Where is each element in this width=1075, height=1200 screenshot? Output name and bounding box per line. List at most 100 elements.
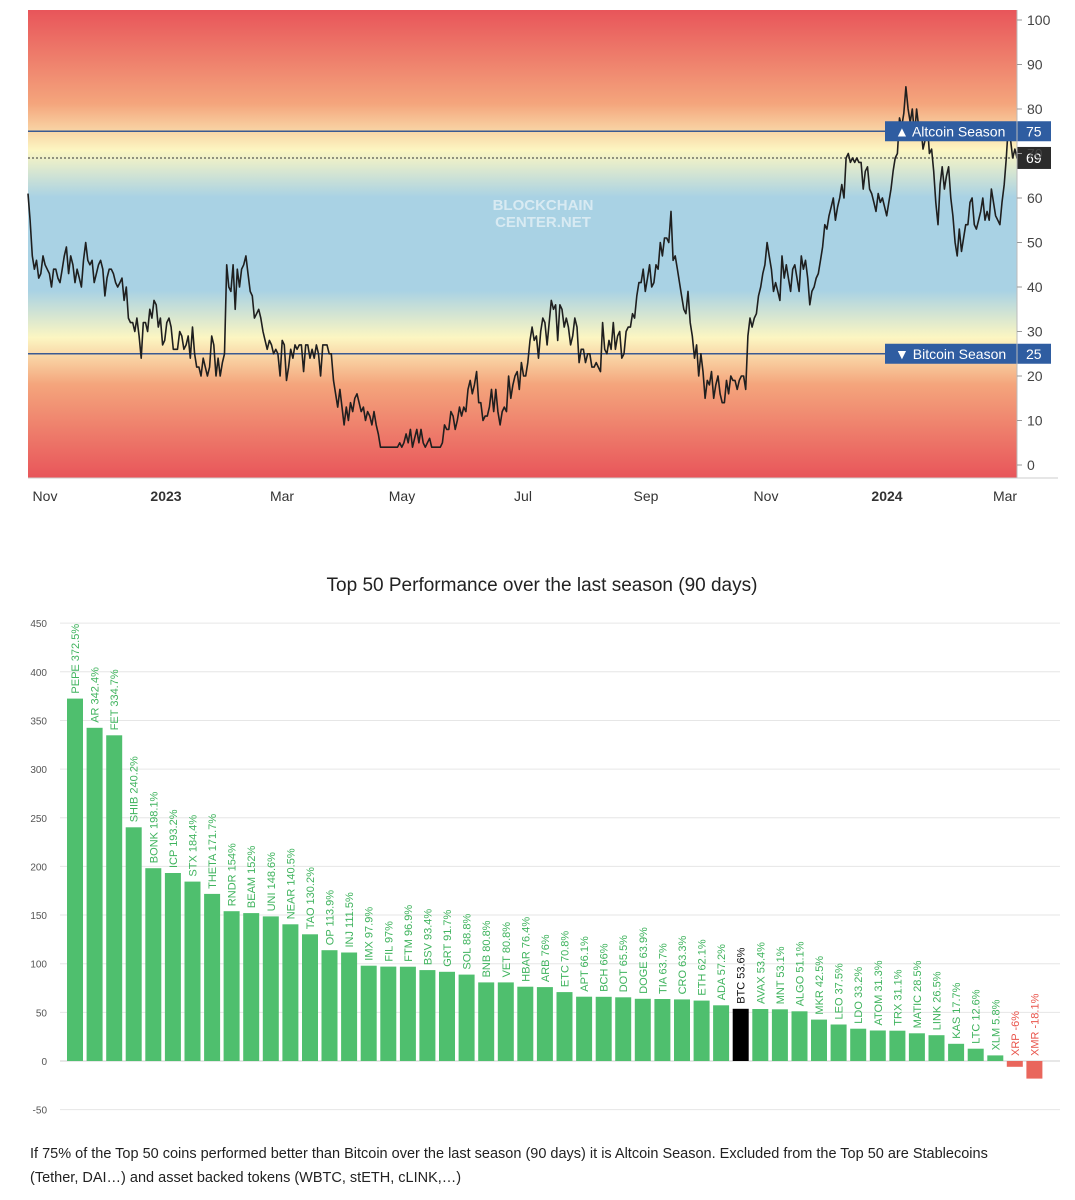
index-y-tick-label: 100 (1027, 12, 1051, 28)
index-x-tick-label: Mar (993, 488, 1017, 504)
performance-bar-label: FTM 96.9% (403, 905, 415, 962)
performance-bar-ada[interactable] (713, 1005, 730, 1061)
performance-bar-label: THETA 171.7% (207, 814, 219, 889)
performance-bar-eth[interactable] (693, 1000, 710, 1061)
performance-bar-leo[interactable] (830, 1024, 847, 1062)
performance-bar-ltc[interactable] (967, 1048, 984, 1061)
performance-bar-mnt[interactable] (771, 1009, 788, 1061)
performance-bar-label: TIA 63.7% (657, 943, 669, 994)
performance-bar-label: CRO 63.3% (677, 935, 689, 994)
performance-bar-label: XRP -6% (1010, 1011, 1022, 1056)
performance-bar-xmr[interactable] (1026, 1061, 1043, 1079)
index-y-tick-label: 10 (1027, 413, 1043, 429)
performance-bar-sol[interactable] (458, 974, 475, 1061)
performance-bar-label: AR 342.4% (90, 667, 102, 723)
performance-bar-label: FIL 97% (383, 921, 395, 962)
performance-bar-avax[interactable] (752, 1009, 769, 1061)
index-y-tick-label: 0 (1027, 457, 1035, 473)
index-x-axis: Nov 2023 Mar May Jul Sep Nov 2024 Mar (33, 488, 1018, 504)
performance-bar-bonk[interactable] (145, 868, 162, 1061)
performance-bar-cro[interactable] (674, 999, 690, 1061)
performance-bar-ftm[interactable] (399, 966, 416, 1061)
performance-bar-label: MATIC 28.5% (912, 960, 924, 1028)
performance-bar-stx[interactable] (184, 881, 201, 1061)
performance-bar-apt[interactable] (576, 996, 593, 1061)
performance-bar-ar[interactable] (86, 727, 103, 1061)
altcoin-season-badge: ▲ Altcoin Season 75 (885, 121, 1051, 142)
performance-bar-pepe[interactable] (67, 698, 83, 1061)
index-x-tick-label: May (389, 488, 415, 504)
bitcoin-season-value: 25 (1026, 346, 1042, 362)
performance-y-tick-label: 150 (30, 911, 47, 922)
index-y-tick-label: 40 (1027, 279, 1043, 295)
performance-bar-bnb[interactable] (478, 982, 495, 1061)
performance-bar-label: TRX 31.1% (892, 969, 904, 1025)
performance-bar-rndr[interactable] (223, 911, 240, 1061)
performance-bar-hbar[interactable] (517, 986, 534, 1061)
performance-bar-matic[interactable] (908, 1033, 925, 1061)
index-y-tick-label: 30 (1027, 324, 1043, 340)
performance-bar-btc[interactable] (732, 1008, 749, 1061)
performance-bar-icp[interactable] (164, 873, 181, 1061)
performance-bar-label: TAO 130.2% (305, 867, 317, 929)
performance-y-tick-label: -50 (33, 1106, 48, 1117)
index-y-tick-label: 70 (1027, 146, 1043, 162)
performance-bar-near[interactable] (282, 924, 299, 1061)
watermark-line-2: CENTER.NET (495, 214, 591, 231)
performance-bar-xrp[interactable] (1006, 1061, 1023, 1067)
performance-bar-etc[interactable] (556, 992, 573, 1061)
performance-bar-trx[interactable] (889, 1030, 906, 1061)
performance-bar-label: PEPE 372.5% (70, 624, 82, 694)
performance-bar-bsv[interactable] (419, 970, 436, 1061)
performance-bar-label: VET 80.8% (501, 922, 513, 978)
altcoin-season-index-chart: BLOCKCHAIN CENTER.NET ▲ Altcoin Season 7… (27, 10, 1058, 504)
performance-bar-dot[interactable] (615, 997, 632, 1061)
performance-bar-beam[interactable] (243, 913, 260, 1061)
performance-bar-label: DOT 65.5% (618, 935, 630, 992)
performance-bar-tia[interactable] (654, 999, 671, 1061)
performance-bar-algo[interactable] (791, 1011, 808, 1061)
performance-bar-label: FET 334.7% (109, 669, 121, 730)
index-x-tick-label: 2024 (871, 488, 902, 504)
performance-bar-label: LDO 33.2% (853, 967, 865, 1024)
performance-bar-label: BEAM 152% (246, 846, 258, 909)
performance-bar-theta[interactable] (204, 893, 221, 1061)
performance-bar-ldo[interactable] (850, 1028, 867, 1061)
index-y-tick-label: 20 (1027, 368, 1043, 384)
performance-bar-label: MNT 53.1% (775, 946, 787, 1004)
performance-y-tick-label: 300 (30, 765, 47, 776)
performance-bar-label: LINK 26.5% (932, 971, 944, 1030)
performance-bar-uni[interactable] (262, 916, 279, 1061)
performance-bar-grt[interactable] (439, 971, 455, 1061)
performance-bar-vet[interactable] (497, 982, 514, 1061)
performance-y-axis: -50 0 50 100 150 200 250 300 350 400 450 (30, 619, 47, 1117)
performance-y-tick-label: 250 (30, 814, 47, 825)
index-x-tick-label: Nov (754, 488, 779, 504)
performance-y-tick-label: 350 (30, 716, 47, 727)
performance-bar-label: ALGO 51.1% (795, 941, 807, 1006)
index-y-tick-label: 50 (1027, 235, 1043, 251)
performance-bar-op[interactable] (321, 950, 338, 1061)
performance-bar-doge[interactable] (634, 998, 651, 1061)
performance-bar-arb[interactable] (536, 987, 553, 1061)
performance-bar-label: ICP 193.2% (168, 809, 180, 868)
performance-y-tick-label: 0 (41, 1057, 47, 1068)
performance-bar-bch[interactable] (595, 996, 612, 1061)
performance-bar-inj[interactable] (341, 952, 358, 1062)
performance-bar-imx[interactable] (360, 965, 377, 1061)
performance-bar-label: AVAX 53.4% (755, 942, 767, 1004)
performance-bar-fil[interactable] (380, 966, 397, 1061)
performance-bar-label: DOGE 63.9% (638, 927, 650, 994)
performance-bar-labels: PEPE 372.5% AR 342.4% FET 334.7% SHIB 240.2… (70, 624, 1041, 1056)
performance-bar-label: XLM 5.8% (990, 999, 1002, 1050)
performance-bar-tao[interactable] (302, 934, 318, 1061)
performance-bar-label: KAS 17.7% (951, 982, 963, 1038)
performance-bar-atom[interactable] (869, 1030, 886, 1062)
performance-bar-fet[interactable] (106, 735, 123, 1061)
performance-bar-kas[interactable] (948, 1043, 965, 1061)
performance-bar-shib[interactable] (125, 827, 142, 1061)
performance-bar-mkr[interactable] (811, 1019, 827, 1061)
performance-bar-label: ADA 57.2% (716, 944, 728, 1000)
performance-bar-xlm[interactable] (987, 1055, 1004, 1061)
performance-bar-link[interactable] (928, 1035, 945, 1061)
